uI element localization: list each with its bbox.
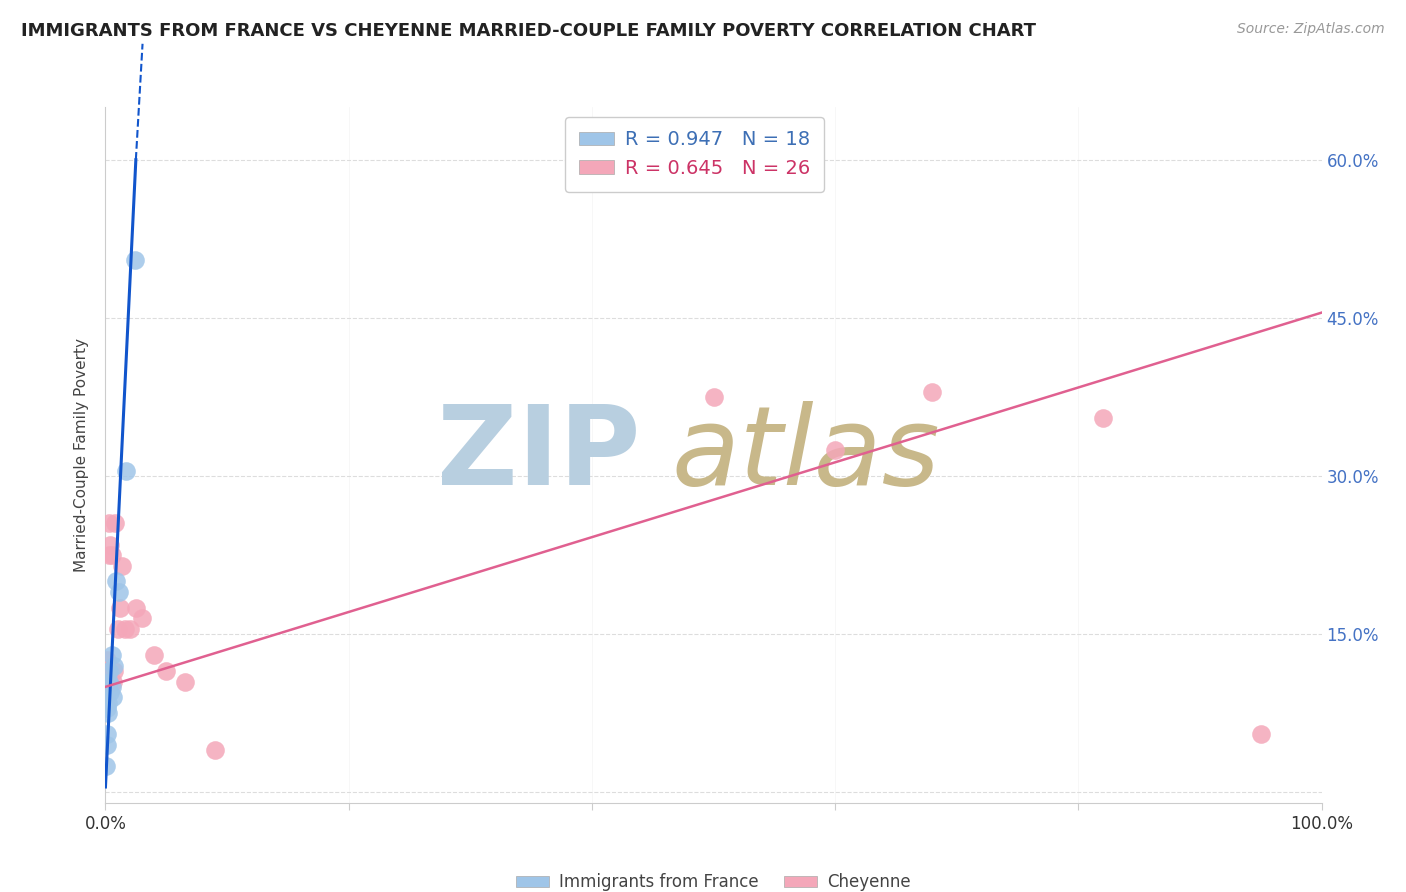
Point xyxy=(100,648,122,663)
Y-axis label: Married-Couple Family Poverty: Married-Couple Family Poverty xyxy=(75,338,90,572)
Point xyxy=(97,706,120,721)
Point xyxy=(98,548,121,562)
Point xyxy=(143,648,166,663)
Point xyxy=(97,680,120,694)
Point xyxy=(100,680,122,694)
Point xyxy=(98,664,121,678)
Point xyxy=(103,664,125,678)
Point xyxy=(101,674,124,689)
Text: atlas: atlas xyxy=(671,401,939,508)
Point xyxy=(98,516,121,531)
Point xyxy=(124,252,146,267)
Point xyxy=(104,516,127,531)
Point xyxy=(103,658,125,673)
Point xyxy=(114,622,136,636)
Point xyxy=(96,701,118,715)
Point xyxy=(96,727,118,741)
Point xyxy=(98,685,121,699)
Point xyxy=(1091,411,1114,425)
Point xyxy=(1250,727,1272,741)
Point xyxy=(107,622,129,636)
Point xyxy=(111,558,134,573)
Point xyxy=(118,622,141,636)
Point xyxy=(101,690,124,705)
Point xyxy=(96,674,118,689)
Point xyxy=(98,674,121,689)
Point xyxy=(96,653,118,667)
Point xyxy=(155,664,177,678)
Point xyxy=(702,390,725,404)
Point xyxy=(115,464,138,478)
Point xyxy=(108,600,131,615)
Point xyxy=(125,600,148,615)
Point xyxy=(98,537,121,551)
Point xyxy=(94,759,117,773)
Point xyxy=(108,585,131,599)
Text: IMMIGRANTS FROM FRANCE VS CHEYENNE MARRIED-COUPLE FAMILY POVERTY CORRELATION CHA: IMMIGRANTS FROM FRANCE VS CHEYENNE MARRI… xyxy=(21,22,1036,40)
Point xyxy=(131,611,153,625)
Text: ZIP: ZIP xyxy=(437,401,641,508)
Point xyxy=(97,696,120,710)
Point xyxy=(105,574,128,589)
Point xyxy=(824,442,846,457)
Point xyxy=(97,664,120,678)
Point xyxy=(921,384,943,399)
Point xyxy=(96,738,118,752)
Point xyxy=(204,743,226,757)
Text: Source: ZipAtlas.com: Source: ZipAtlas.com xyxy=(1237,22,1385,37)
Point xyxy=(173,674,195,689)
Point xyxy=(100,548,122,562)
Legend: Immigrants from France, Cheyenne: Immigrants from France, Cheyenne xyxy=(509,867,918,892)
